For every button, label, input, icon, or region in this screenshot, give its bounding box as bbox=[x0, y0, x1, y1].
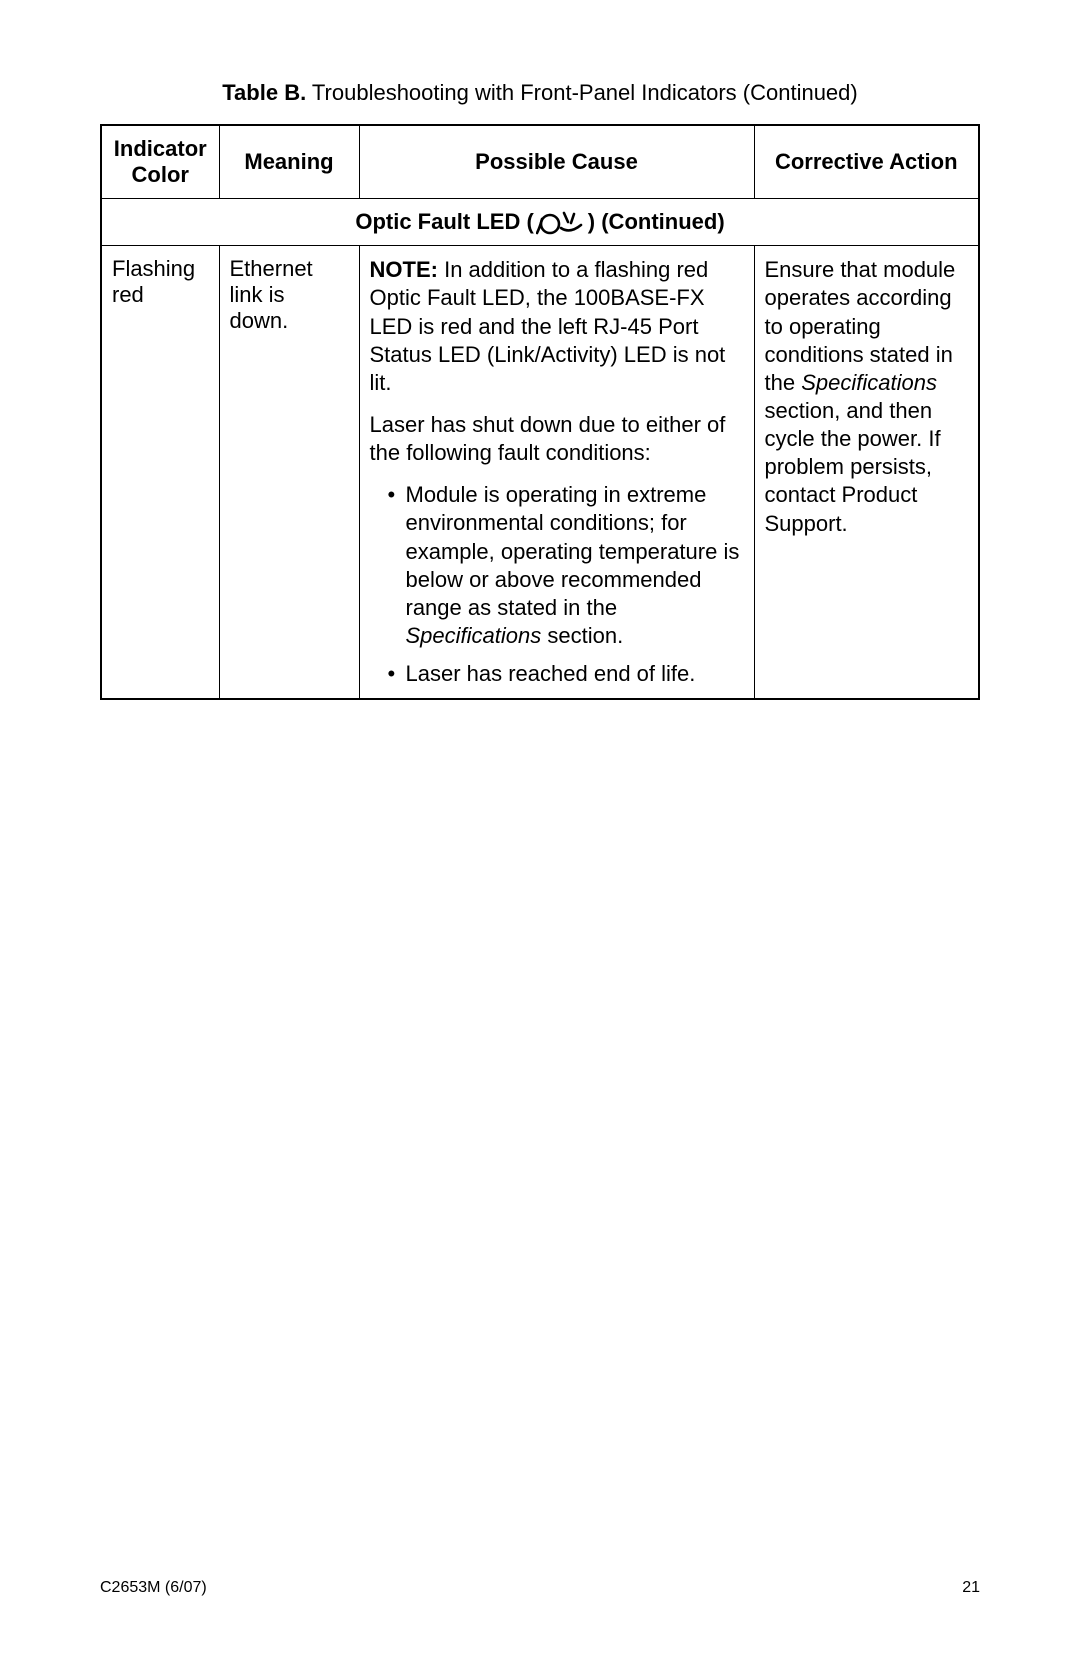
action-text: Ensure that module oper­ates according t… bbox=[765, 256, 969, 538]
page-footer: C2653M (6/07) 21 bbox=[100, 1579, 980, 1597]
cause-note: NOTE: In addition to a flashing red Opti… bbox=[370, 256, 744, 397]
optic-fault-icon bbox=[536, 211, 586, 235]
caption-label: Table B. bbox=[222, 80, 306, 105]
troubleshooting-table: Indicator Color Meaning Possible Cause C… bbox=[100, 124, 980, 700]
bullet1-italic: Specifications bbox=[406, 623, 542, 648]
table-caption: Table B. Troubleshooting with Front-Pane… bbox=[100, 80, 980, 106]
cause-bullet-2: Laser has reached end of life. bbox=[388, 660, 744, 688]
bullet1-pre: Module is operating in extreme environme… bbox=[406, 482, 740, 620]
table-header-row: Indicator Color Meaning Possible Cause C… bbox=[101, 125, 979, 199]
header-possible-cause: Possible Cause bbox=[359, 125, 754, 199]
action-italic: Specifications bbox=[801, 370, 937, 395]
header-indicator: Indicator bbox=[114, 136, 207, 161]
section-suffix: ) (Continued) bbox=[588, 209, 725, 234]
cell-meaning: Ethernet link is down. bbox=[219, 246, 359, 700]
header-color: Color bbox=[132, 162, 189, 187]
section-row: Optic Fault LED ( ) (Continued) bbox=[101, 199, 979, 246]
action-part2: section, and then cycle the power. If pr… bbox=[765, 398, 941, 536]
header-meaning: Meaning bbox=[219, 125, 359, 199]
caption-text-value: Troubleshooting with Front-Panel Indicat… bbox=[312, 80, 858, 105]
footer-right: 21 bbox=[962, 1579, 980, 1597]
header-corrective-action: Corrective Action bbox=[754, 125, 979, 199]
note-label: NOTE: bbox=[370, 257, 438, 282]
cell-possible-cause: NOTE: In addition to a flashing red Opti… bbox=[359, 246, 754, 700]
section-cell: Optic Fault LED ( ) (Continued) bbox=[101, 199, 979, 246]
header-indicator-color: Indicator Color bbox=[101, 125, 219, 199]
cause-para2: Laser has shut down due to either of the… bbox=[370, 411, 744, 467]
cause-bullet-1: Module is operating in extreme environme… bbox=[388, 481, 744, 650]
table-row: Flashing red Ethernet link is down. NOTE… bbox=[101, 246, 979, 700]
section-prefix: Optic Fault LED ( bbox=[355, 209, 533, 234]
footer-left: C2653M (6/07) bbox=[100, 1579, 207, 1597]
page: Table B. Troubleshooting with Front-Pane… bbox=[0, 0, 1080, 1669]
cause-bullets: Module is operating in extreme environme… bbox=[370, 481, 744, 688]
cell-indicator: Flashing red bbox=[101, 246, 219, 700]
cell-corrective-action: Ensure that module oper­ates according t… bbox=[754, 246, 979, 700]
bullet1-post: section. bbox=[541, 623, 623, 648]
